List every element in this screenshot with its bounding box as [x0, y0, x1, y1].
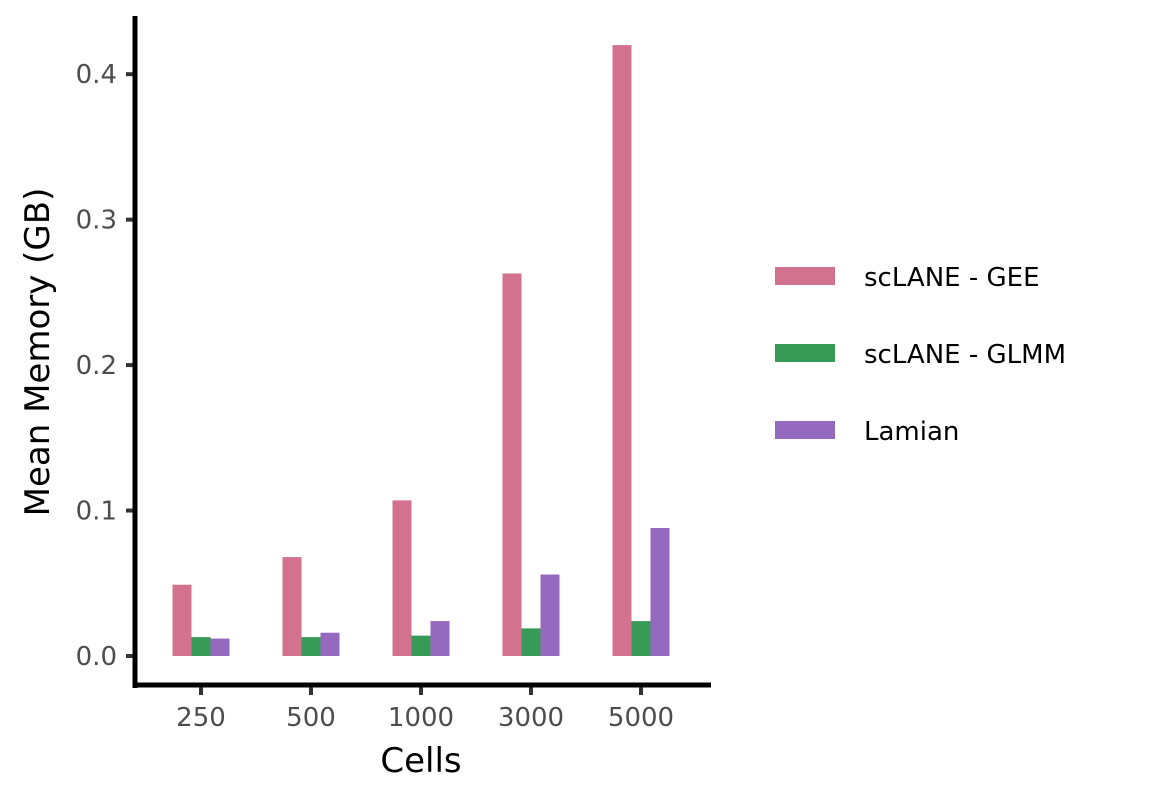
legend-label: Lamian	[864, 417, 959, 447]
y-axis-title: Mean Memory (GB)	[18, 188, 58, 517]
y-tick-label: 0.4	[76, 60, 117, 90]
bar-sclane-glmm-500	[301, 637, 321, 656]
y-tick-label: 0.2	[76, 351, 117, 381]
bar-lamian-500	[320, 632, 340, 656]
y-tick-label: 0.1	[76, 497, 117, 527]
x-tick-label: 3000	[498, 703, 564, 733]
legend-label: scLANE - GEE	[864, 263, 1040, 293]
bar-sclane-gee-250	[172, 584, 192, 656]
bars-layer	[172, 45, 670, 657]
legend: scLANE - GEE scLANE - GLMM Lamian	[775, 263, 1066, 447]
bar-lamian-5000	[650, 528, 670, 656]
legend-label: scLANE - GLMM	[864, 340, 1066, 370]
y-tick-label: 0.0	[76, 642, 117, 672]
legend-swatch	[775, 344, 835, 362]
x-axis-ticks: 250 500 1000 3000 5000	[176, 685, 674, 733]
bar-sclane-glmm-3000	[521, 628, 541, 656]
bar-sclane-glmm-5000	[631, 621, 651, 656]
bar-sclane-gee-5000	[612, 45, 632, 657]
bar-sclane-gee-1000	[392, 500, 412, 656]
y-tick-label: 0.3	[76, 206, 117, 236]
x-tick-label: 250	[176, 703, 226, 733]
bar-sclane-glmm-1000	[411, 635, 431, 656]
y-axis-ticks: 0.0 0.1 0.2 0.3 0.4	[76, 60, 135, 672]
legend-swatch	[775, 267, 835, 285]
bar-lamian-250	[210, 638, 230, 656]
x-axis-title: Cells	[380, 741, 461, 781]
bar-sclane-gee-500	[282, 557, 302, 656]
legend-swatch	[775, 421, 835, 439]
bar-lamian-1000	[430, 621, 450, 656]
bar-lamian-3000	[540, 574, 560, 656]
x-tick-label: 500	[286, 703, 336, 733]
bar-sclane-gee-3000	[502, 273, 522, 656]
bar-sclane-glmm-250	[191, 637, 211, 656]
x-tick-label: 5000	[608, 703, 674, 733]
x-tick-label: 1000	[388, 703, 454, 733]
